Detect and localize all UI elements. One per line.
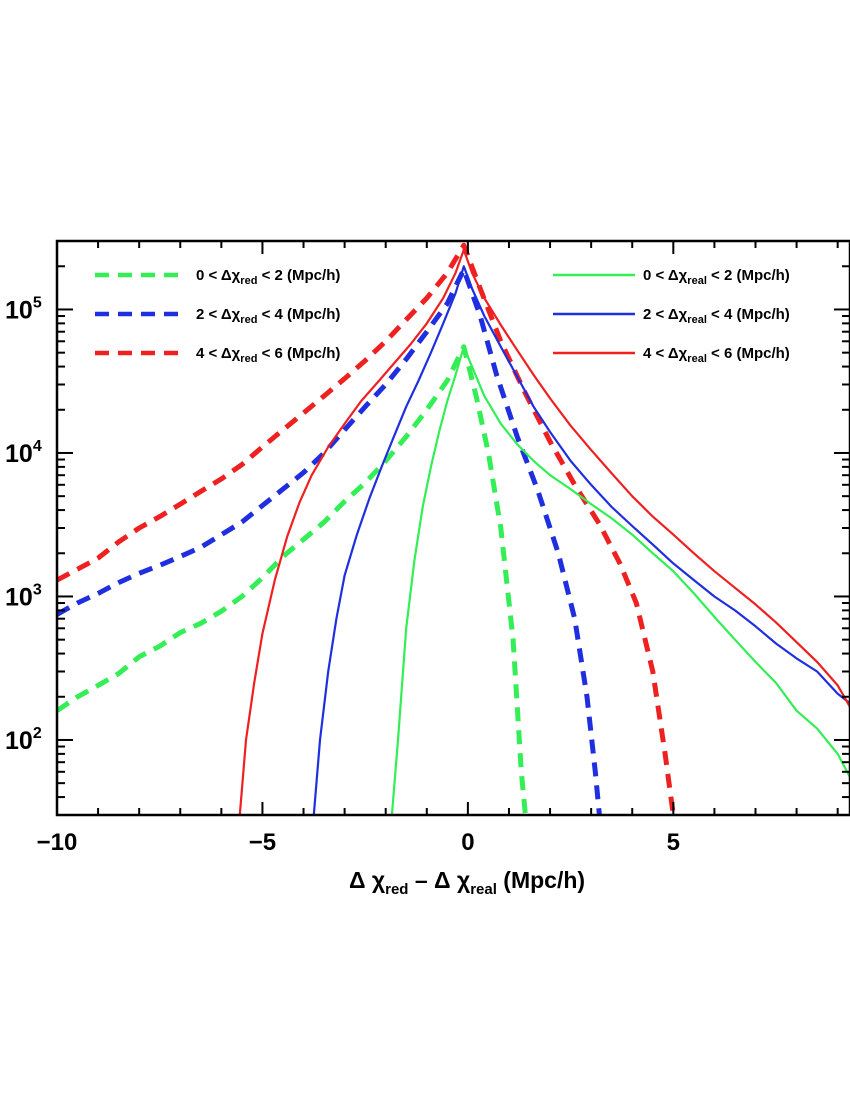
y-tick-label: 102 xyxy=(5,725,42,755)
series-line-real-4 xyxy=(312,265,850,815)
x-tick-label: −10 xyxy=(37,829,78,856)
tick-labels: −10 −5 0 5 102 103 104 105 xyxy=(5,294,680,856)
series-line-red-0 xyxy=(57,344,528,815)
y-tick-label: 104 xyxy=(5,438,42,468)
legend-entry-4: 2 < Δχreal < 4 (Mpc/h) xyxy=(643,306,790,326)
legend-entry-0: 0 < Δχred < 2 (Mpc/h) xyxy=(196,267,340,287)
plot-frame xyxy=(55,239,850,817)
legend-entry-1: 2 < Δχred < 4 (Mpc/h) xyxy=(196,306,340,326)
series-line-real-3 xyxy=(390,345,850,815)
x-tick-label: 5 xyxy=(667,829,680,856)
series-line-red-2 xyxy=(57,242,676,815)
series-line-real-5 xyxy=(238,248,850,815)
ticks-layer xyxy=(56,240,850,816)
legend-entry-5: 4 < Δχreal < 6 (Mpc/h) xyxy=(643,345,790,365)
x-tick-label: 0 xyxy=(461,829,474,856)
y-tick-label: 105 xyxy=(5,294,42,324)
legend-entry-3: 0 < Δχreal < 2 (Mpc/h) xyxy=(643,267,790,287)
legend: 0 < Δχred < 2 (Mpc/h) 2 < Δχred < 4 (Mpc/… xyxy=(95,267,790,365)
legend-entry-2: 4 < Δχred < 6 (Mpc/h) xyxy=(196,345,340,365)
x-tick-label: −5 xyxy=(249,829,276,856)
x-axis-title: Δ χred – Δ χreal (Mpc/h) xyxy=(349,867,585,898)
series-layer xyxy=(57,242,850,815)
series-line-red-1 xyxy=(57,267,602,815)
y-tick-label: 103 xyxy=(5,581,42,611)
